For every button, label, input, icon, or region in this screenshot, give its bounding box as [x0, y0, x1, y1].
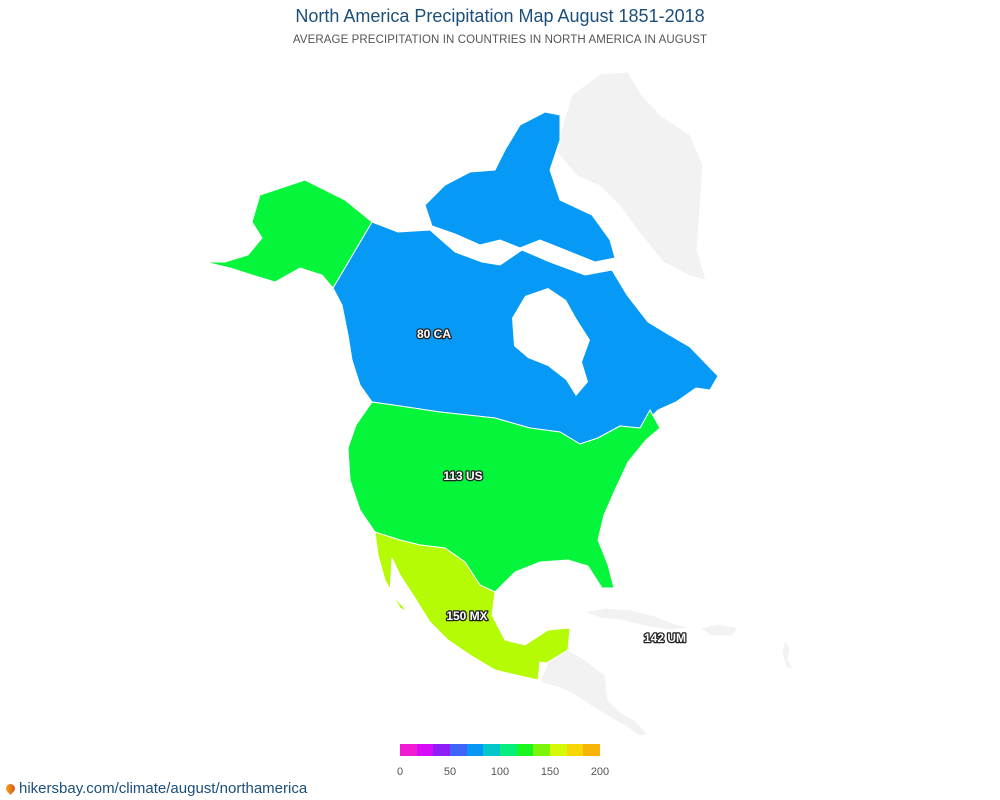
region-mexico[interactable] — [374, 531, 571, 681]
legend-swatch — [433, 744, 451, 756]
legend-swatch — [583, 744, 601, 756]
label-mexico: 150 MX — [446, 609, 487, 623]
legend-swatch — [533, 744, 551, 756]
region-canada-arctic-islands[interactable] — [424, 111, 616, 263]
legend-swatch — [400, 744, 417, 756]
legend-swatch — [516, 744, 534, 756]
map-subtitle: AVERAGE PRECIPITATION IN COUNTRIES IN NO… — [292, 34, 708, 46]
legend-tick-label: 0 — [396, 766, 404, 778]
legend-color-scale — [400, 744, 601, 756]
map-title: North America Precipitation Map August 1… — [295, 6, 705, 26]
label-canada: 80 CA — [417, 327, 451, 341]
source-link[interactable]: hikersbay.com/climate/august/northameric… — [4, 780, 308, 797]
region-cuba[interactable] — [583, 607, 691, 631]
label-um: 142 UM — [644, 631, 686, 645]
legend-swatch — [450, 744, 467, 756]
source-text: hikersbay.com/climate/august/northameric… — [19, 780, 308, 797]
label-usa: 113 US — [443, 469, 482, 483]
region-lesser-antilles[interactable] — [781, 638, 795, 669]
region-hispaniola[interactable] — [698, 623, 739, 637]
region-central-america[interactable] — [539, 649, 649, 737]
legend-swatch — [566, 744, 584, 756]
legend-swatch — [550, 744, 567, 756]
legend-swatch — [500, 744, 517, 756]
legend-tick-label: 50 — [443, 766, 457, 778]
legend-swatch — [483, 744, 501, 756]
legend-tick-label: 100 — [490, 766, 510, 778]
region-alaska[interactable] — [204, 179, 373, 289]
location-pin-icon — [4, 782, 17, 795]
region-greenland[interactable] — [554, 71, 707, 281]
legend-ticks: 0 50 100 150 200 — [380, 766, 620, 780]
hudson-bay — [512, 288, 590, 396]
legend-swatch — [466, 744, 484, 756]
legend-swatch — [416, 744, 434, 756]
legend-tick-label: 150 — [540, 766, 560, 778]
legend-tick-label: 200 — [590, 766, 610, 778]
